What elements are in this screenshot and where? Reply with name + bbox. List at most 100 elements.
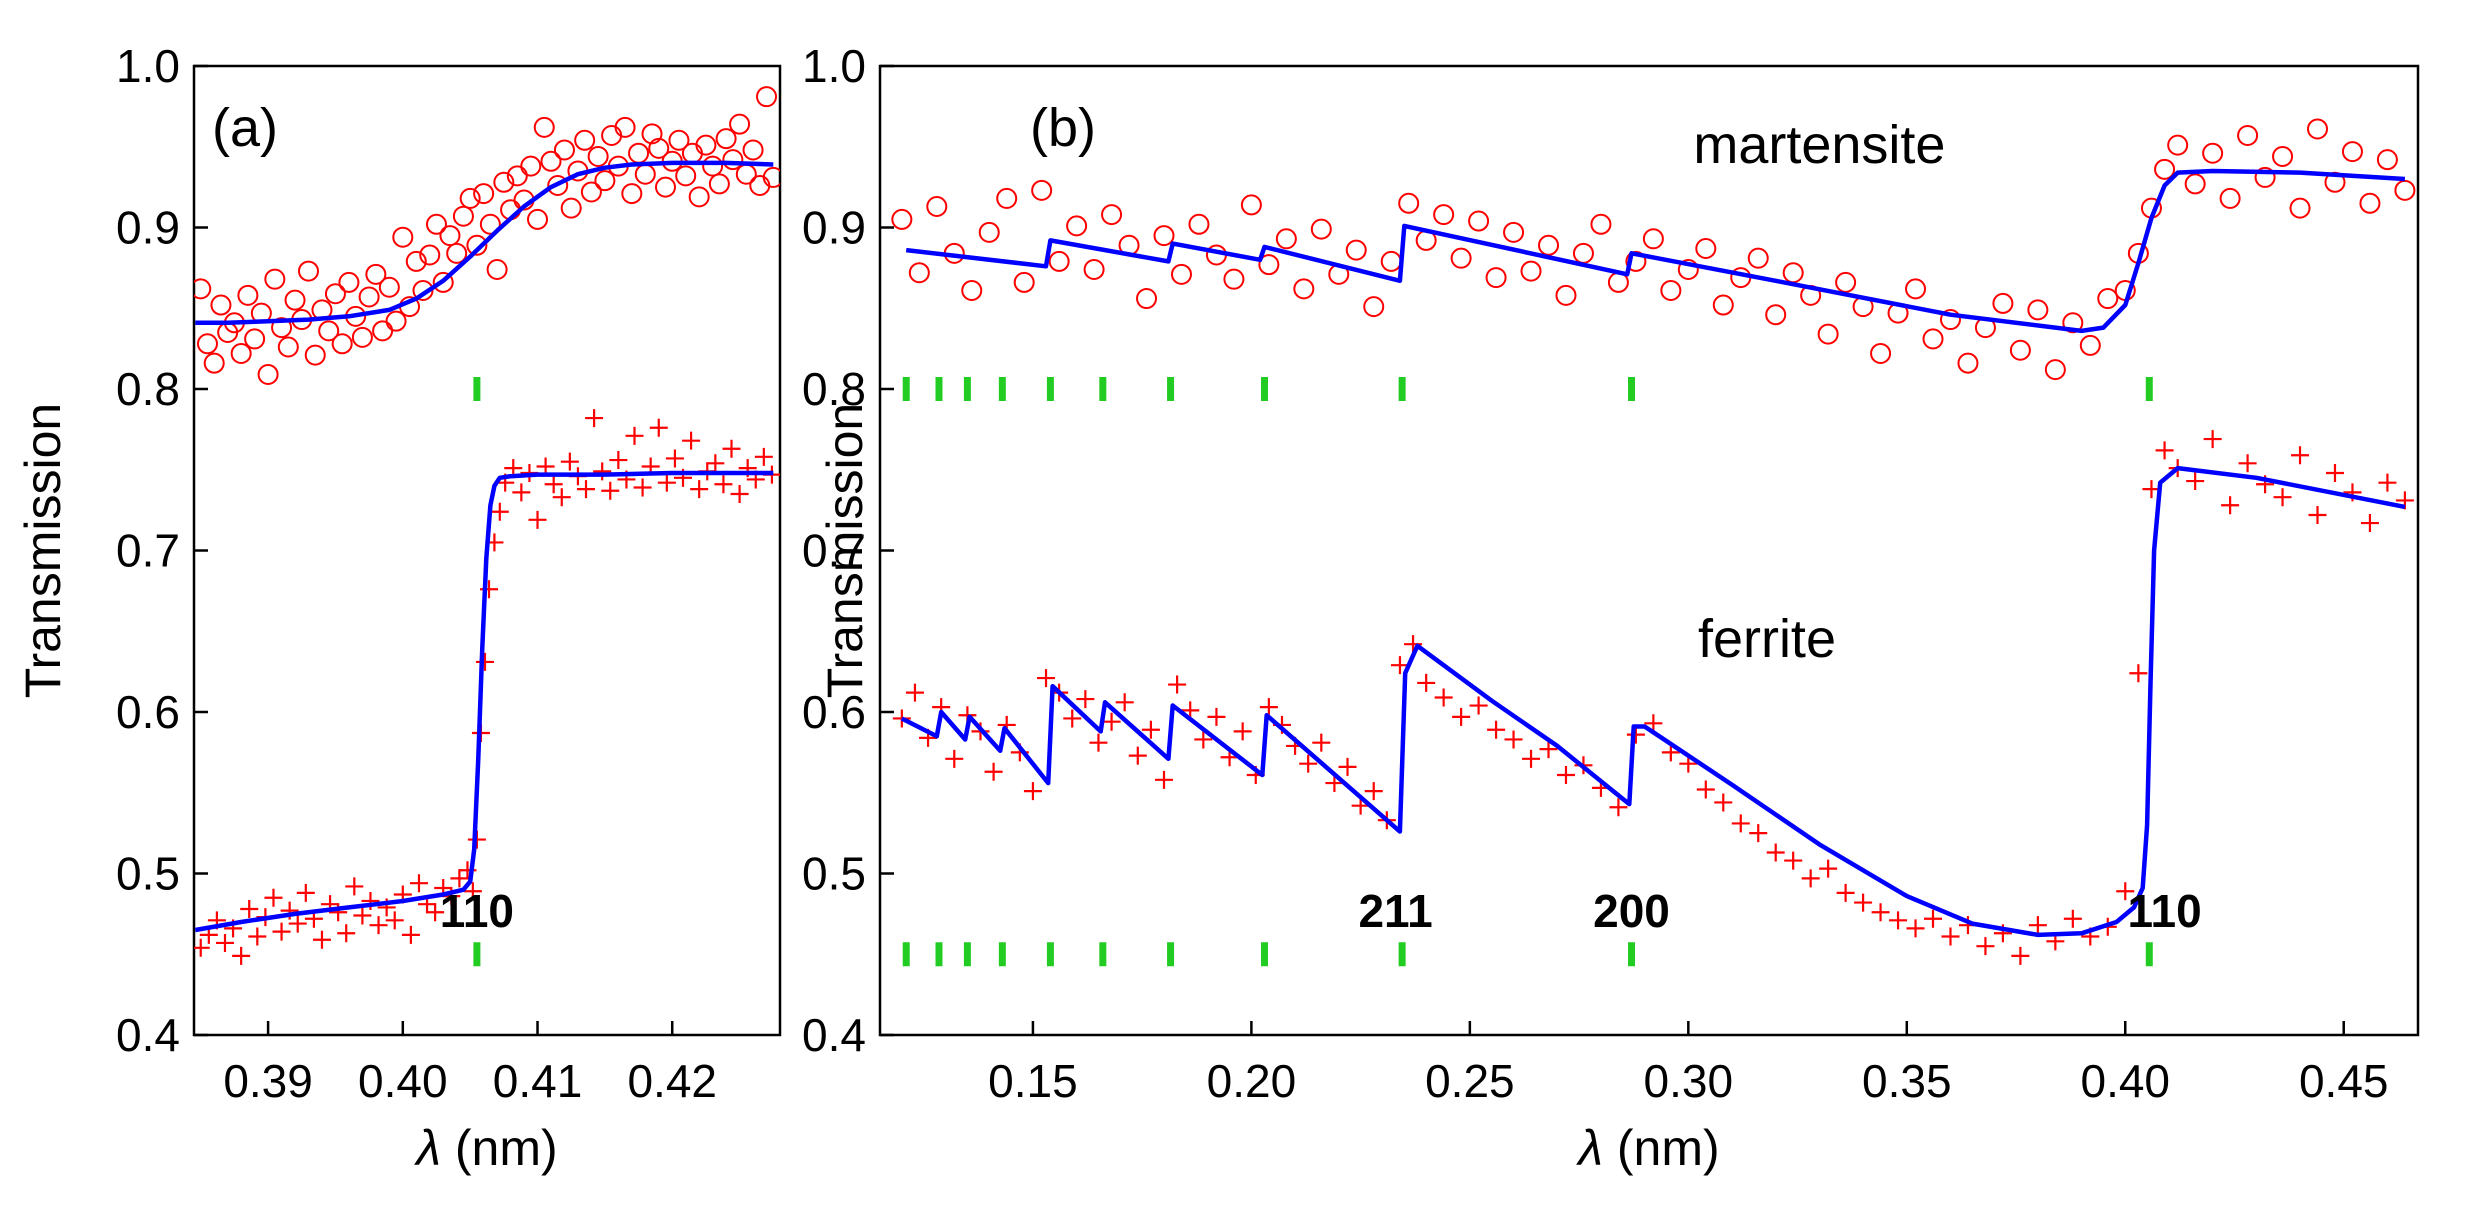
miller-index-label: 110 (2127, 885, 2201, 937)
circle-data-point (1363, 296, 1385, 318)
circle-data-point (257, 363, 279, 385)
plus-data-point (1889, 911, 1908, 930)
plus-data-point (552, 488, 571, 507)
plus-data-point (2011, 946, 2030, 965)
plus-data-point (1115, 693, 1134, 712)
plus-data-point (337, 924, 356, 943)
y-tick-label: 0.6 (116, 686, 180, 738)
circle-data-point (996, 187, 1018, 209)
plus-data-point (1644, 714, 1663, 733)
circle-data-point (520, 155, 542, 177)
plus-data-point (329, 903, 348, 922)
x-tick-label: 0.42 (627, 1055, 717, 1107)
circle-data-point (1345, 239, 1367, 261)
plus-data-point (240, 900, 259, 919)
circle-data-point (1275, 228, 1297, 250)
circle-data-point (2394, 179, 2416, 201)
plus-data-point (1259, 698, 1278, 717)
x-tick-label: 0.25 (1425, 1055, 1515, 1107)
circle-data-point (648, 137, 670, 159)
circle-data-point (459, 187, 481, 209)
plus-data-point (730, 484, 749, 503)
x-axis-unit: (nm) (1603, 1120, 1720, 1176)
circle-data-point (2254, 166, 2276, 188)
plus-data-point (401, 925, 420, 944)
circle-data-point (452, 205, 474, 227)
plus-data-point (601, 481, 620, 500)
plus-data-point (1102, 712, 1121, 731)
circle-data-point (351, 326, 373, 348)
plus-data-point (690, 480, 709, 499)
circle-data-point (587, 145, 609, 167)
plus-data-point (1522, 749, 1541, 768)
circle-data-point (1310, 218, 1332, 240)
circle-data-point (891, 208, 913, 230)
plus-data-point (665, 449, 684, 468)
circle-data-point (2376, 149, 2398, 171)
x-tick-label: 0.20 (1207, 1055, 1297, 1107)
panel-b: 0.4 0.5 0.6 0.7 0.8 0.9 1.0 0.15 0.20 0.25 0.30 0.3… (802, 40, 2420, 1176)
circle-data-point (708, 173, 730, 195)
circle-data-point (908, 262, 930, 284)
plus-data-point (649, 418, 668, 437)
circle-data-point (1992, 292, 2014, 314)
circle-data-point (264, 268, 286, 290)
circle-data-point (756, 86, 778, 108)
plus-data-point (1871, 903, 1890, 922)
circle-data-point (230, 342, 252, 364)
circle-data-point (1170, 263, 1192, 285)
plus-data-point (1390, 656, 1409, 675)
plus-data-point (1784, 851, 1803, 870)
plus-data-point (625, 426, 644, 445)
circle-data-point (1520, 260, 1542, 282)
phase-annotation: ferrite (1698, 609, 1836, 669)
plus-data-point (2273, 488, 2292, 507)
circle-data-point (729, 113, 751, 135)
circle-data-point (237, 284, 259, 306)
plus-data-point (1312, 733, 1331, 752)
panel-label: (a) (212, 98, 278, 158)
circle-data-point (1013, 271, 1035, 293)
circle-data-point (2154, 158, 2176, 180)
circle-data-point (675, 165, 697, 187)
plus-data-point (1819, 859, 1838, 878)
panel-a: 0.4 0.5 0.6 0.7 0.8 0.9 1.0 0.39 0.40 0.41 0.42 Tra… (15, 40, 782, 1176)
plus-data-point (512, 483, 531, 502)
plus-data-point (312, 930, 331, 949)
x-axis-symbol: λ (1575, 1120, 1603, 1176)
circle-data-point (2097, 288, 2119, 310)
circle-data-point (540, 150, 562, 172)
plus-data-point (1076, 690, 1095, 709)
plus-data-point (1128, 746, 1147, 765)
x-axis-title: λ (nm) (413, 1120, 557, 1176)
circle-data-point (1747, 247, 1769, 269)
plus-data-point (560, 452, 579, 471)
circle-data-point (493, 171, 515, 193)
plus-data-point (248, 927, 267, 946)
plus-data-point (1089, 733, 1108, 752)
plus-data-point (2238, 454, 2257, 473)
plus-data-point (1487, 720, 1506, 739)
circle-data-point (594, 170, 616, 192)
y-tick-label: 0.7 (802, 525, 866, 577)
circle-data-point (722, 149, 744, 171)
circle-data-point (1433, 204, 1455, 226)
circle-data-point (2044, 359, 2066, 381)
circle-data-point (338, 271, 360, 293)
plus-data-point (296, 883, 315, 902)
circle-data-point (695, 134, 717, 156)
plus-data-point (1207, 707, 1226, 726)
plus-data-point (1801, 869, 1820, 888)
plus-data-point (1539, 740, 1558, 759)
plus-data-point (1452, 707, 1471, 726)
circle-data-point (425, 213, 447, 235)
circle-data-point (466, 234, 488, 256)
circle-data-point (688, 186, 710, 208)
fit-line (194, 470, 774, 933)
plus-data-point (2308, 505, 2327, 524)
x-tick-label: 0.15 (988, 1055, 1078, 1107)
circle-data-point (432, 271, 454, 293)
circle-data-point (527, 208, 549, 230)
circle-data-point (1642, 228, 1664, 250)
